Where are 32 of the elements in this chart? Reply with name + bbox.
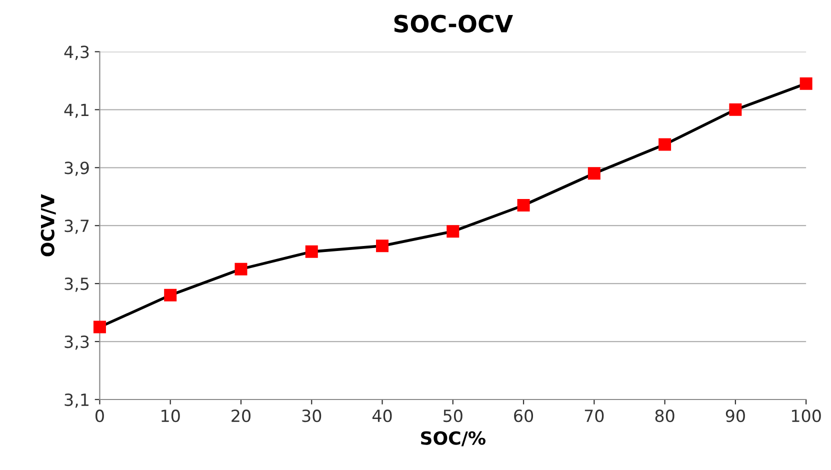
x-tick-label: 30 [302,410,322,422]
y-tick-label: 3,9 [64,162,89,176]
x-tick-label: 20 [232,410,250,422]
point [658,138,672,151]
y-tick-label: 4,3 [64,46,89,60]
y-tick-label: 3,7 [64,220,89,234]
y-tick-label: 3,3 [64,335,89,350]
x-tick-label: 90 [726,410,745,422]
x-axis-title: SOC/% [421,431,486,446]
x-tick-label: 60 [514,410,534,422]
y-tick-label: 3,5 [64,278,89,292]
x-tick-label: 50 [444,410,462,422]
y-tick-label: 3,1 [64,393,88,408]
y-axis-title: OCV/V [40,194,56,256]
point [234,262,248,276]
point [93,320,106,334]
point [800,77,812,90]
point [446,225,460,238]
point [729,103,742,116]
chart-title: SOC-OCV [394,14,513,33]
x-tick-label: 10 [162,410,180,422]
point [376,240,389,252]
y-tick-label: 4,1 [64,104,88,118]
x-tick-label: 80 [655,410,674,422]
point [305,245,318,258]
x-tick-label: 0 [96,410,104,422]
x-tick-label: 70 [584,410,604,422]
point [588,167,600,180]
x-tick-label: 100 [792,410,821,422]
point [517,199,530,212]
point [164,288,177,302]
x-tick-label: 40 [372,410,392,422]
